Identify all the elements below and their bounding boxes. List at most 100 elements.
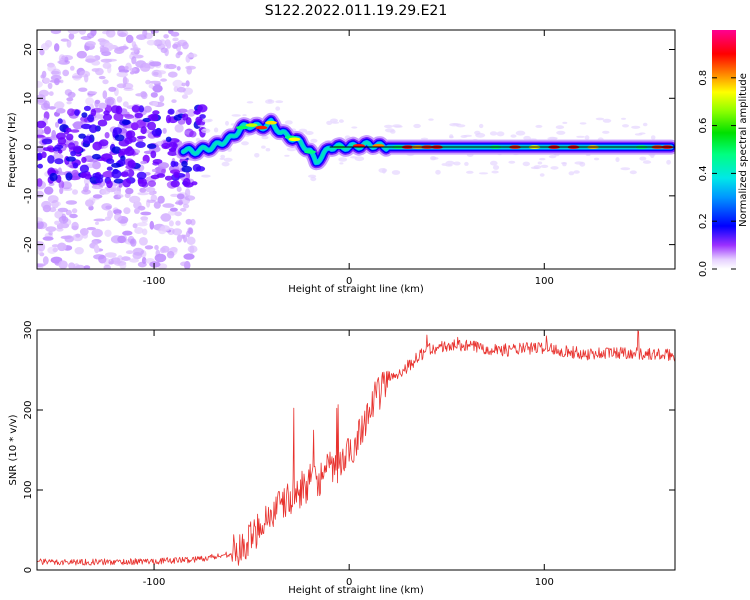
heatmap-cell <box>59 187 64 195</box>
heatmap-cell <box>142 30 148 37</box>
heatmap-cell <box>275 100 284 104</box>
heatmap-peak <box>235 125 248 130</box>
heatmap-cell <box>642 160 652 164</box>
heatmap-cell <box>491 170 499 174</box>
heatmap-cell <box>132 223 138 229</box>
heatmap-cell <box>176 234 183 242</box>
heatmap-cell <box>330 118 338 123</box>
heatmap-cell <box>185 80 190 87</box>
heatmap-cell <box>489 131 498 136</box>
heatmap-cell <box>78 87 88 92</box>
heatmap-cell <box>537 161 543 165</box>
heatmap-cell <box>189 245 195 255</box>
heatmap-cell <box>37 220 44 230</box>
heatmap-cell <box>54 43 60 52</box>
heatmap-cell <box>47 155 55 164</box>
heatmap-cell <box>119 262 127 269</box>
heatmap-cell <box>68 142 76 150</box>
heatmap-cell <box>125 250 134 255</box>
heatmap-cell <box>576 135 585 138</box>
heatmap-cell <box>45 226 57 233</box>
heatmap-cell <box>391 170 401 175</box>
heatmap-cell <box>479 123 484 129</box>
heatmap-cell <box>65 209 72 216</box>
heatmap-cell <box>147 143 157 149</box>
heatmap-cell <box>631 125 641 129</box>
heatmap-x-tick-label: 100 <box>535 276 554 287</box>
heatmap-cell <box>37 80 43 88</box>
heatmap-cell <box>125 34 134 44</box>
heatmap-cell <box>85 97 94 106</box>
heatmap-cell <box>615 157 620 163</box>
heatmap-cell <box>41 138 53 145</box>
colorbar-tick-label: 0.6 <box>698 118 709 134</box>
heatmap-cell <box>70 65 75 71</box>
heatmap-cell <box>231 114 241 117</box>
snr-panel: -100 0 100 0 100 200 300 Height of straight l… <box>8 320 676 596</box>
heatmap-cell <box>177 51 183 56</box>
heatmap-cell <box>106 98 115 106</box>
heatmap-cell <box>80 36 92 40</box>
heatmap-cell <box>413 123 421 129</box>
heatmap-cell <box>338 119 344 123</box>
heatmap-cell <box>57 118 63 124</box>
heatmap-cell <box>62 69 70 77</box>
heatmap-cell <box>69 213 78 219</box>
heatmap-cell <box>65 200 78 205</box>
heatmap-cell <box>71 169 79 178</box>
heatmap-cell <box>106 158 115 164</box>
heatmap-cell <box>153 71 159 76</box>
heatmap-cell <box>71 208 78 214</box>
heatmap-cell <box>634 133 643 136</box>
heatmap-cell <box>165 63 177 70</box>
heatmap-cell <box>595 117 605 121</box>
heatmap-cell <box>107 65 112 74</box>
heatmap-cell <box>555 125 565 130</box>
heatmap-frame <box>36 29 676 270</box>
heatmap-cell <box>166 42 171 48</box>
heatmap-cell <box>193 110 201 115</box>
heatmap-cell <box>154 253 167 263</box>
heatmap-cell <box>72 189 78 195</box>
heatmap-cell <box>181 160 188 168</box>
heatmap-cell <box>140 160 148 165</box>
heatmap-cell <box>284 154 290 157</box>
heatmap-cell <box>197 124 206 127</box>
heatmap-cell <box>153 201 161 209</box>
heatmap-cell <box>137 192 150 196</box>
heatmap-cell <box>221 161 230 167</box>
heatmap-cell <box>127 160 133 167</box>
heatmap-cell <box>177 108 188 114</box>
heatmap-cell <box>187 227 192 234</box>
heatmap-cell <box>533 165 542 170</box>
heatmap-cell <box>141 257 147 264</box>
heatmap-peak <box>288 137 301 142</box>
heatmap-cell <box>57 60 64 64</box>
heatmap-cell <box>42 204 52 213</box>
heatmap-cell <box>241 141 249 146</box>
heatmap-cell <box>351 126 358 129</box>
heatmap-cell <box>118 32 127 38</box>
heatmap-cell <box>182 177 191 187</box>
heatmap-cell <box>94 244 100 254</box>
heatmap-cell <box>466 170 474 174</box>
heatmap-cell <box>72 233 83 242</box>
heatmap-cell <box>43 77 50 84</box>
heatmap-cell <box>213 127 219 133</box>
heatmap-cell <box>79 228 89 236</box>
snr-y-tick-label: 300 <box>23 320 34 339</box>
heatmap-cell <box>510 134 517 138</box>
heatmap-cell <box>92 194 103 199</box>
heatmap-cell <box>350 156 358 159</box>
heatmap-cell <box>138 237 148 246</box>
heatmap-cell <box>49 172 58 182</box>
heatmap-cell <box>140 126 147 135</box>
heatmap-cell <box>61 55 73 61</box>
heatmap-cell <box>441 163 447 166</box>
heatmap-cell <box>392 124 402 128</box>
heatmap-cell <box>37 134 45 138</box>
heatmap-cell <box>176 193 185 200</box>
heatmap-cell <box>165 136 172 142</box>
heatmap-cell <box>37 163 43 169</box>
heatmap-cell <box>107 210 113 219</box>
